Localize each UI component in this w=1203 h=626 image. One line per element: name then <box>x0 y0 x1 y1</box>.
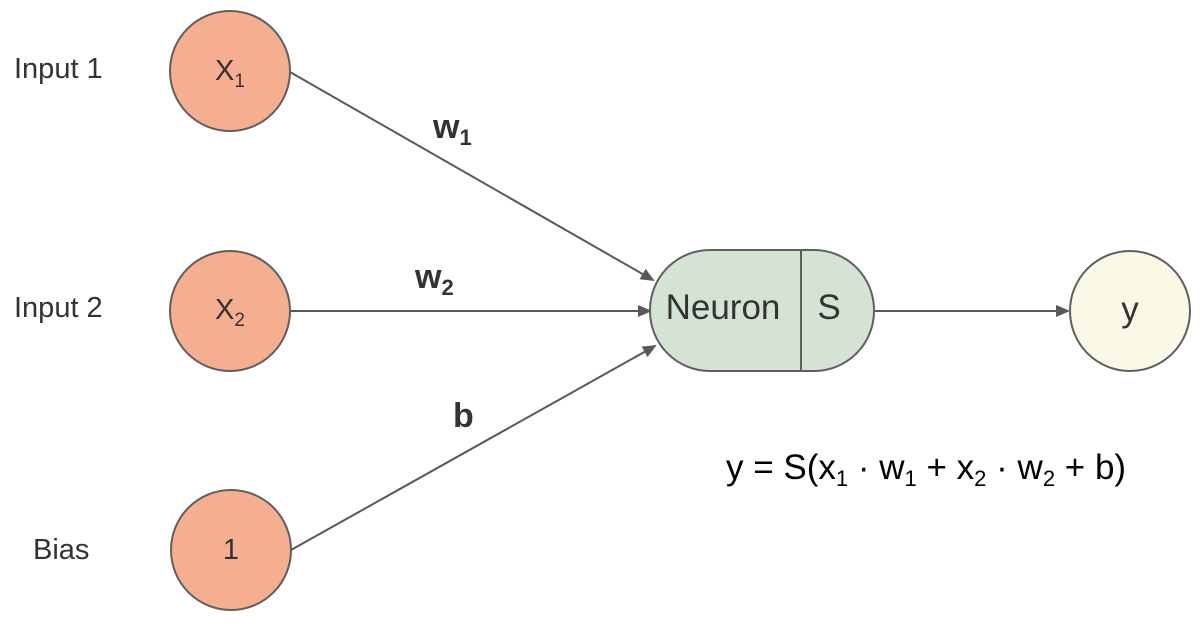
input-node-x1-main: X <box>215 55 234 87</box>
input-node-x2-main: X <box>215 294 234 326</box>
formula-sub-3: 2 <box>974 466 986 491</box>
bias-node-value: 1 <box>223 534 239 566</box>
weight-w2-sub: 2 <box>441 275 453 300</box>
weight-w2-label: w2 <box>414 258 454 300</box>
input-node-x1: X1 <box>169 10 291 132</box>
weight-w1-sub: 1 <box>459 125 471 150</box>
input-node-x1-sub: 1 <box>234 71 245 92</box>
input-1-label: Input 1 <box>14 53 103 85</box>
output-label: y <box>1121 290 1139 329</box>
formula-part-2: · w <box>848 448 905 487</box>
edge-input1-neuron <box>289 71 655 281</box>
formula-sub-4: 2 <box>1043 466 1055 491</box>
weight-w2-main: w <box>414 258 442 296</box>
svg-text:X2: X2 <box>215 294 245 331</box>
formula-part-4: · w <box>986 448 1043 487</box>
formula-sub-1: 1 <box>836 466 848 491</box>
bias-weight-label: b <box>453 397 474 435</box>
neuron-label: Neuron <box>666 288 781 327</box>
bias-label: Bias <box>33 534 89 566</box>
input-node-x2-sub: 2 <box>234 310 245 331</box>
activation-label: S <box>817 288 840 327</box>
bias-node: 1 <box>170 489 292 611</box>
svg-text:X1: X1 <box>215 55 245 92</box>
edge-bias-neuron <box>290 345 657 551</box>
neuron-node: Neuron S <box>649 249 875 372</box>
weight-w1-label: w1 <box>432 108 472 150</box>
formula: y = S(x1 · w1 + x2 · w2 + b) <box>726 448 1126 491</box>
formula-part-1: y = S(x <box>726 448 836 487</box>
formula-part-3: + x <box>917 448 975 487</box>
formula-sub-2: 1 <box>905 466 917 491</box>
formula-part-5: + b) <box>1055 448 1126 487</box>
input-node-x2: X2 <box>169 250 291 372</box>
weight-w1-main: w <box>432 108 460 146</box>
input-2-label: Input 2 <box>14 292 103 324</box>
output-node: y <box>1069 250 1191 372</box>
